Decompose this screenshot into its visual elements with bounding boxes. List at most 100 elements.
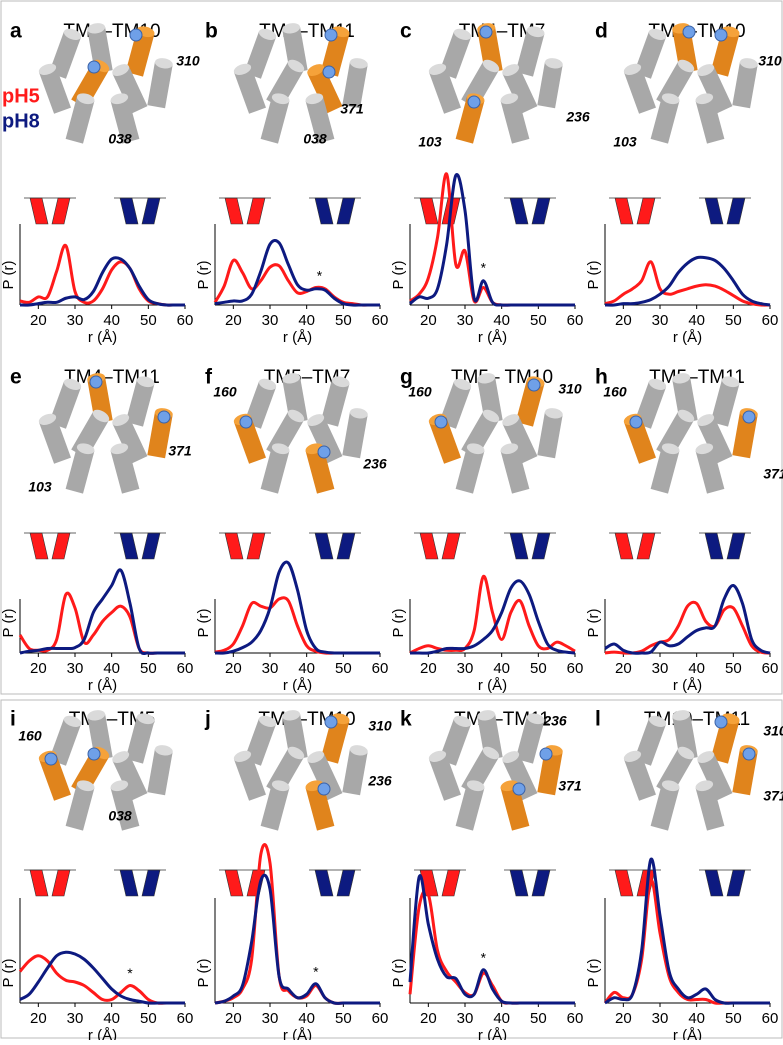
distance-distribution [20, 593, 185, 653]
y-axis-label: P (r) [585, 609, 602, 638]
x-tick-label: 50 [140, 660, 157, 677]
dimer-icon [315, 198, 355, 224]
residue-label: 038 [303, 131, 327, 147]
helix [66, 92, 96, 144]
dimer-icon [315, 870, 355, 896]
distance-distribution [215, 241, 380, 306]
dimer-icon [420, 533, 460, 559]
distance-distribution [215, 598, 380, 653]
x-tick-label: 30 [457, 660, 474, 677]
residue-label: 310 [176, 53, 200, 69]
helix-body [537, 412, 562, 458]
x-tick-label: 20 [615, 312, 632, 329]
x-tick-label: 50 [725, 1010, 742, 1027]
x-axis-label: r (Å) [88, 677, 117, 694]
x-tick-label: 60 [177, 312, 194, 329]
x-tick-label: 40 [103, 1010, 120, 1027]
residue-label: 236 [542, 713, 567, 729]
residue-label: 310 [368, 718, 392, 734]
residue-label: 038 [108, 131, 132, 147]
x-tick-label: 50 [140, 312, 157, 329]
x-tick-label: 50 [335, 660, 352, 677]
x-tick-label: 50 [140, 1010, 157, 1027]
spin-label [435, 416, 447, 428]
x-tick-label: 30 [262, 312, 279, 329]
spin-label [743, 411, 755, 423]
helix-body [342, 412, 367, 458]
residue-label: 103 [418, 134, 442, 150]
helix [342, 744, 368, 795]
helix [147, 744, 173, 795]
residue-label: 371 [763, 466, 783, 482]
spin-label [130, 29, 142, 41]
x-tick-label: 50 [530, 312, 547, 329]
panel-letter: i [10, 708, 16, 731]
y-axis-label: P (r) [585, 959, 602, 988]
x-tick-label: 40 [103, 660, 120, 677]
x-tick-label: 20 [30, 312, 47, 329]
residue-label: 103 [28, 479, 52, 495]
spin-label [88, 61, 100, 73]
helix-body [147, 62, 172, 108]
spin-label [318, 446, 330, 458]
y-axis-label: P (r) [195, 609, 212, 638]
x-tick-label: 60 [177, 660, 194, 677]
legend-entry: pH5 [2, 85, 40, 107]
residue-label: 310 [558, 381, 582, 397]
x-tick-label: 20 [225, 1010, 242, 1027]
panel-letter: c [400, 20, 412, 43]
helix-cartoon [427, 372, 563, 494]
residue-label: 038 [108, 808, 132, 824]
panel-letter: d [595, 20, 608, 43]
helix-body [147, 749, 172, 795]
x-tick-label: 40 [298, 312, 315, 329]
helix [732, 57, 758, 108]
distance-distribution [410, 576, 575, 653]
x-axis-label: r (Å) [673, 677, 702, 694]
distance-distribution [215, 562, 380, 653]
helix [261, 92, 291, 144]
x-tick-label: 50 [530, 660, 547, 677]
helix [66, 442, 96, 494]
x-axis-label: r (Å) [673, 1027, 702, 1040]
y-axis-label: P (r) [585, 261, 602, 290]
spin-label [325, 716, 337, 728]
residue-label: 371 [763, 788, 783, 804]
x-tick-label: 20 [30, 1010, 47, 1027]
x-tick-label: 20 [30, 660, 47, 677]
panel-letter: e [10, 366, 22, 389]
helix [261, 442, 291, 494]
panel-letter: l [595, 708, 601, 731]
dimer-icon [510, 533, 550, 559]
residue-label: 310 [758, 53, 782, 69]
x-tick-label: 40 [493, 1010, 510, 1027]
spin-label [528, 379, 540, 391]
x-tick-label: 60 [762, 312, 779, 329]
y-axis-label: P (r) [390, 261, 407, 290]
x-tick-label: 40 [688, 312, 705, 329]
x-tick-label: 50 [725, 660, 742, 677]
distance-distribution [605, 585, 770, 653]
residue-label: 310 [763, 723, 783, 739]
dimer-icon [120, 198, 160, 224]
x-tick-label: 30 [67, 1010, 84, 1027]
distance-distribution [410, 174, 575, 305]
x-tick-label: 30 [652, 1010, 669, 1027]
x-tick-label: 20 [420, 312, 437, 329]
y-axis-label: P (r) [195, 261, 212, 290]
residue-label: 371 [558, 778, 582, 794]
helix [147, 57, 173, 108]
x-axis-label: r (Å) [478, 1027, 507, 1040]
x-tick-label: 30 [457, 1010, 474, 1027]
x-tick-label: 20 [420, 660, 437, 677]
x-tick-label: 60 [372, 1010, 389, 1027]
spin-label [743, 748, 755, 760]
x-tick-label: 30 [67, 312, 84, 329]
dimer-icon [705, 533, 745, 559]
helix-body [732, 62, 757, 108]
peak-marker: * [481, 259, 487, 275]
x-tick-label: 60 [567, 312, 584, 329]
helix [342, 407, 368, 458]
y-axis-label: P (r) [0, 959, 17, 988]
dimer-icon [705, 870, 745, 896]
